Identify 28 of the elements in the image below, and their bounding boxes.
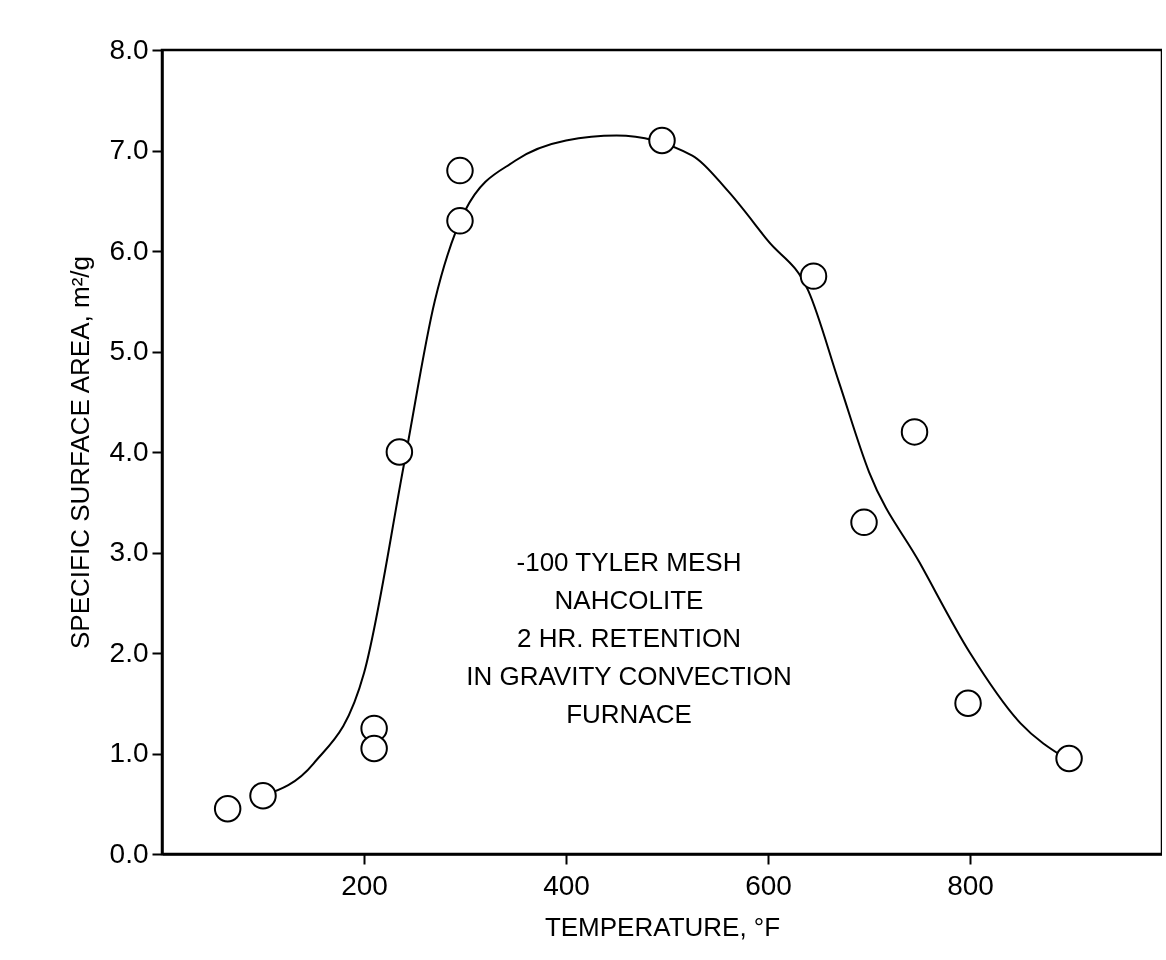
y-tick-label: 3.0 bbox=[109, 536, 149, 567]
y-tick-label: 6.0 bbox=[109, 234, 149, 266]
point bbox=[900, 418, 929, 446]
x-tick-label: 800 bbox=[947, 869, 994, 901]
point bbox=[213, 795, 242, 823]
point bbox=[446, 207, 474, 235]
y-tick-label: 2.0 bbox=[109, 636, 149, 668]
x-axis-title: TEMPERATURE, °F bbox=[544, 911, 781, 942]
y-tick-label: 7.0 bbox=[109, 134, 149, 165]
x-tick-label: 200 bbox=[341, 869, 388, 901]
x-tick-label: 400 bbox=[543, 869, 590, 901]
point bbox=[954, 689, 982, 717]
y-tick-label: 0.0 bbox=[109, 837, 149, 869]
x-tick-label: 600 bbox=[745, 869, 792, 901]
point bbox=[249, 781, 277, 810]
point bbox=[446, 156, 474, 185]
y-tick-label: 4.0 bbox=[109, 435, 149, 467]
y-axis-title: SPECIFIC SURFACE AREA, m²/g bbox=[64, 256, 95, 649]
y-tick-label: 5.0 bbox=[109, 335, 149, 366]
point bbox=[648, 126, 676, 155]
point bbox=[799, 262, 828, 290]
annotation: -100 TYLER MESH NAHCOLITE 2 HR. RETENTION IN GRAVITY CONVECTION FURNACE bbox=[466, 547, 792, 729]
point bbox=[360, 734, 388, 763]
point bbox=[385, 438, 414, 466]
y-tick-label: 8.0 bbox=[109, 33, 149, 65]
point bbox=[1055, 744, 1083, 773]
y-tick-label: 1.0 bbox=[109, 737, 149, 768]
point bbox=[850, 508, 878, 537]
